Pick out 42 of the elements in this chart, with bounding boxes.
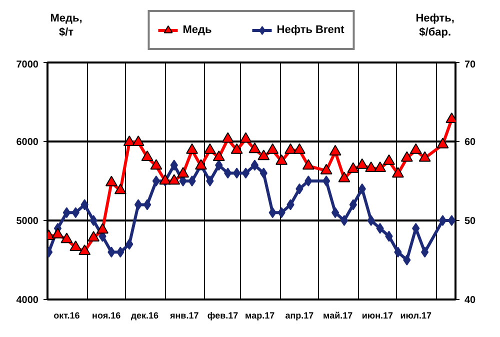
x-tick-label: окт.16 — [54, 310, 80, 320]
x-tick-label: фев.17 — [207, 310, 238, 320]
x-tick-label: мар.17 — [245, 310, 275, 320]
point — [232, 168, 241, 179]
point — [367, 215, 375, 226]
point — [322, 176, 330, 186]
y2-tick-label: 60 — [464, 137, 476, 148]
point — [152, 176, 160, 186]
point — [90, 215, 98, 226]
y-tick-label: 7000 — [16, 60, 39, 70]
legend-label: Медь — [182, 24, 212, 36]
x-tick-label: июл.17 — [400, 310, 432, 320]
legend-label: Нефть Brent — [276, 24, 344, 36]
x-tick-label: дек.16 — [130, 310, 159, 320]
y-tick-label: 6000 — [16, 137, 39, 148]
point — [448, 215, 456, 226]
y2-tick-label: 50 — [464, 216, 476, 227]
y-tick-label: 4000 — [16, 295, 39, 306]
point — [62, 207, 71, 218]
y2-tick-label: 40 — [464, 295, 476, 306]
point — [349, 199, 358, 210]
point — [403, 254, 411, 266]
point — [438, 215, 447, 226]
x-tick-label: май.17 — [323, 310, 353, 320]
y-tick-label: 5000 — [16, 216, 39, 227]
x-tick-label: июн.17 — [362, 310, 394, 320]
x-tick-label: апр.17 — [285, 310, 314, 320]
point — [242, 168, 250, 179]
point — [206, 176, 214, 186]
point — [331, 207, 340, 218]
x-tick-label: янв.17 — [170, 310, 199, 320]
point — [304, 176, 312, 186]
y-axis-title: Медь, $/т — [50, 12, 82, 38]
point — [340, 215, 348, 226]
point — [250, 160, 259, 171]
y2-axis-title: Нефть, $/бар. — [416, 12, 454, 38]
point — [134, 199, 142, 210]
y2-tick-label: 70 — [464, 60, 476, 70]
point — [420, 246, 429, 258]
point — [188, 176, 196, 186]
x-tick-label: ноя.16 — [92, 310, 121, 320]
point — [143, 199, 152, 210]
